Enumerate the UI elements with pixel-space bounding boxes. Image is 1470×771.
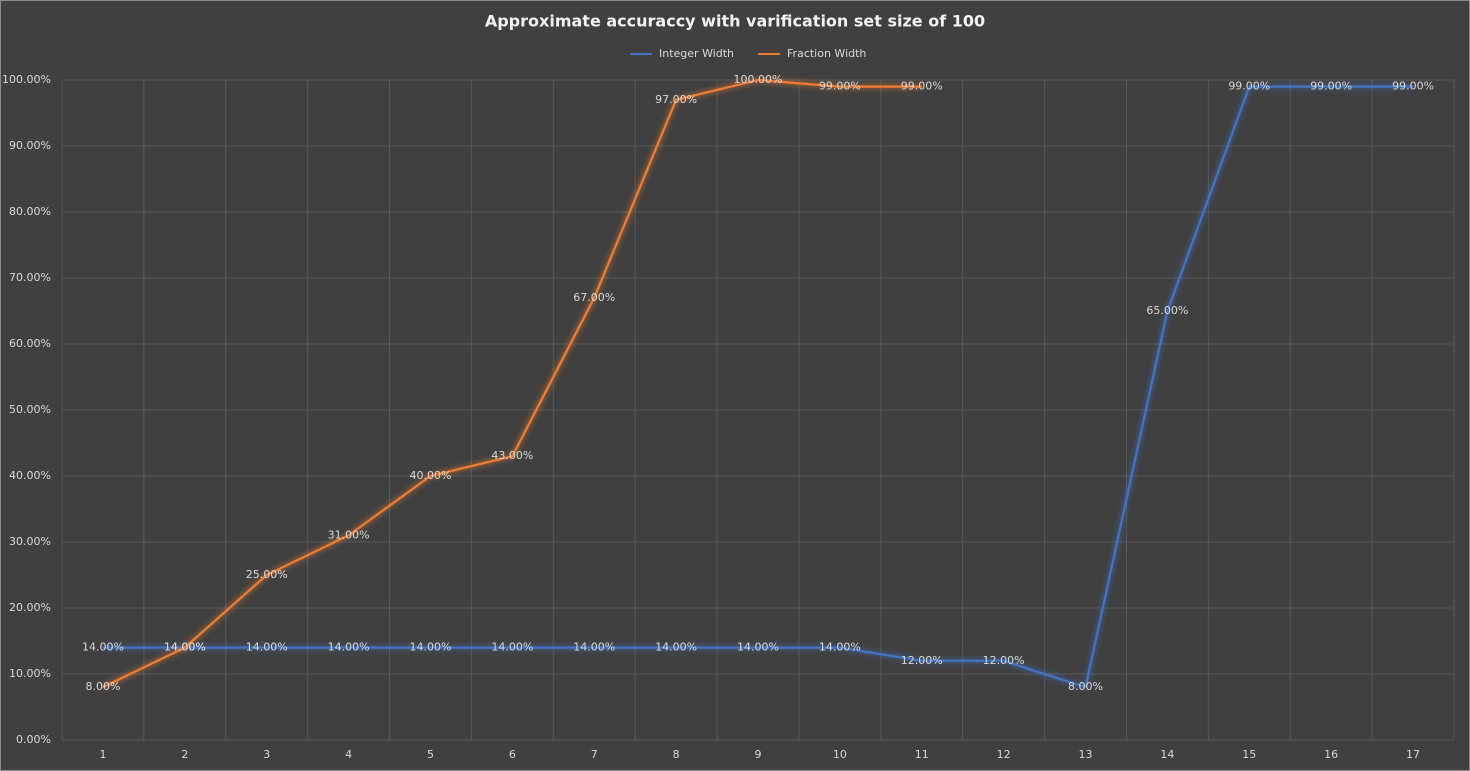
x-tick-label: 16 <box>1324 748 1338 761</box>
y-tick-label: 80.00% <box>9 205 51 218</box>
data-label: 14.00% <box>164 641 206 654</box>
x-tick-label: 7 <box>591 748 598 761</box>
chart-title: Approximate accuraccy with varification … <box>485 12 985 31</box>
data-label: 14.00% <box>409 641 451 654</box>
x-tick-label: 9 <box>755 748 762 761</box>
x-tick-label: 6 <box>509 748 516 761</box>
series-line <box>102 78 922 689</box>
data-label: 43.00% <box>491 449 533 462</box>
data-label: 99.00% <box>1392 80 1434 93</box>
data-label: 14.00% <box>246 641 288 654</box>
data-label: 99.00% <box>1228 80 1270 93</box>
data-label: 12.00% <box>901 654 943 667</box>
x-tick-label: 15 <box>1242 748 1256 761</box>
y-tick-label: 30.00% <box>9 535 51 548</box>
data-label: 14.00% <box>819 641 861 654</box>
x-tick-label: 14 <box>1160 748 1174 761</box>
x-tick-label: 1 <box>99 748 106 761</box>
data-label: 97.00% <box>655 93 697 106</box>
x-tick-label: 5 <box>427 748 434 761</box>
y-tick-label: 40.00% <box>9 469 51 482</box>
data-label: 100.00% <box>734 73 783 86</box>
legend-label: Integer Width <box>659 47 734 60</box>
data-label: 25.00% <box>246 568 288 581</box>
x-tick-label: 10 <box>833 748 847 761</box>
x-tick-label: 11 <box>915 748 929 761</box>
x-tick-label: 13 <box>1079 748 1093 761</box>
legend-label: Fraction Width <box>787 47 866 60</box>
data-label: 14.00% <box>82 641 124 654</box>
data-label: 31.00% <box>328 528 370 541</box>
data-label: 99.00% <box>819 80 861 93</box>
y-tick-label: 100.00% <box>2 73 51 86</box>
series-line <box>102 85 1414 689</box>
data-label: 67.00% <box>573 291 615 304</box>
y-tick-label: 70.00% <box>9 271 51 284</box>
data-label: 99.00% <box>901 80 943 93</box>
data-label: 14.00% <box>573 641 615 654</box>
data-label: 65.00% <box>1146 304 1188 317</box>
data-label: 14.00% <box>737 641 779 654</box>
data-label: 40.00% <box>409 469 451 482</box>
data-label: 14.00% <box>328 641 370 654</box>
x-tick-label: 4 <box>345 748 352 761</box>
data-label: 14.00% <box>655 641 697 654</box>
data-label: 8.00% <box>85 680 120 693</box>
data-label: 14.00% <box>164 641 206 654</box>
x-tick-label: 2 <box>181 748 188 761</box>
data-label: 8.00% <box>1068 680 1103 693</box>
data-label: 14.00% <box>491 641 533 654</box>
y-tick-label: 20.00% <box>9 601 51 614</box>
data-label: 12.00% <box>983 654 1025 667</box>
y-tick-label: 0.00% <box>16 733 51 746</box>
x-tick-label: 17 <box>1406 748 1420 761</box>
y-tick-label: 10.00% <box>9 667 51 680</box>
y-tick-label: 90.00% <box>9 139 51 152</box>
y-tick-label: 60.00% <box>9 337 51 350</box>
data-label: 99.00% <box>1310 80 1352 93</box>
x-tick-label: 8 <box>673 748 680 761</box>
x-tick-label: 12 <box>997 748 1011 761</box>
y-tick-label: 50.00% <box>9 403 51 416</box>
x-tick-label: 3 <box>263 748 270 761</box>
